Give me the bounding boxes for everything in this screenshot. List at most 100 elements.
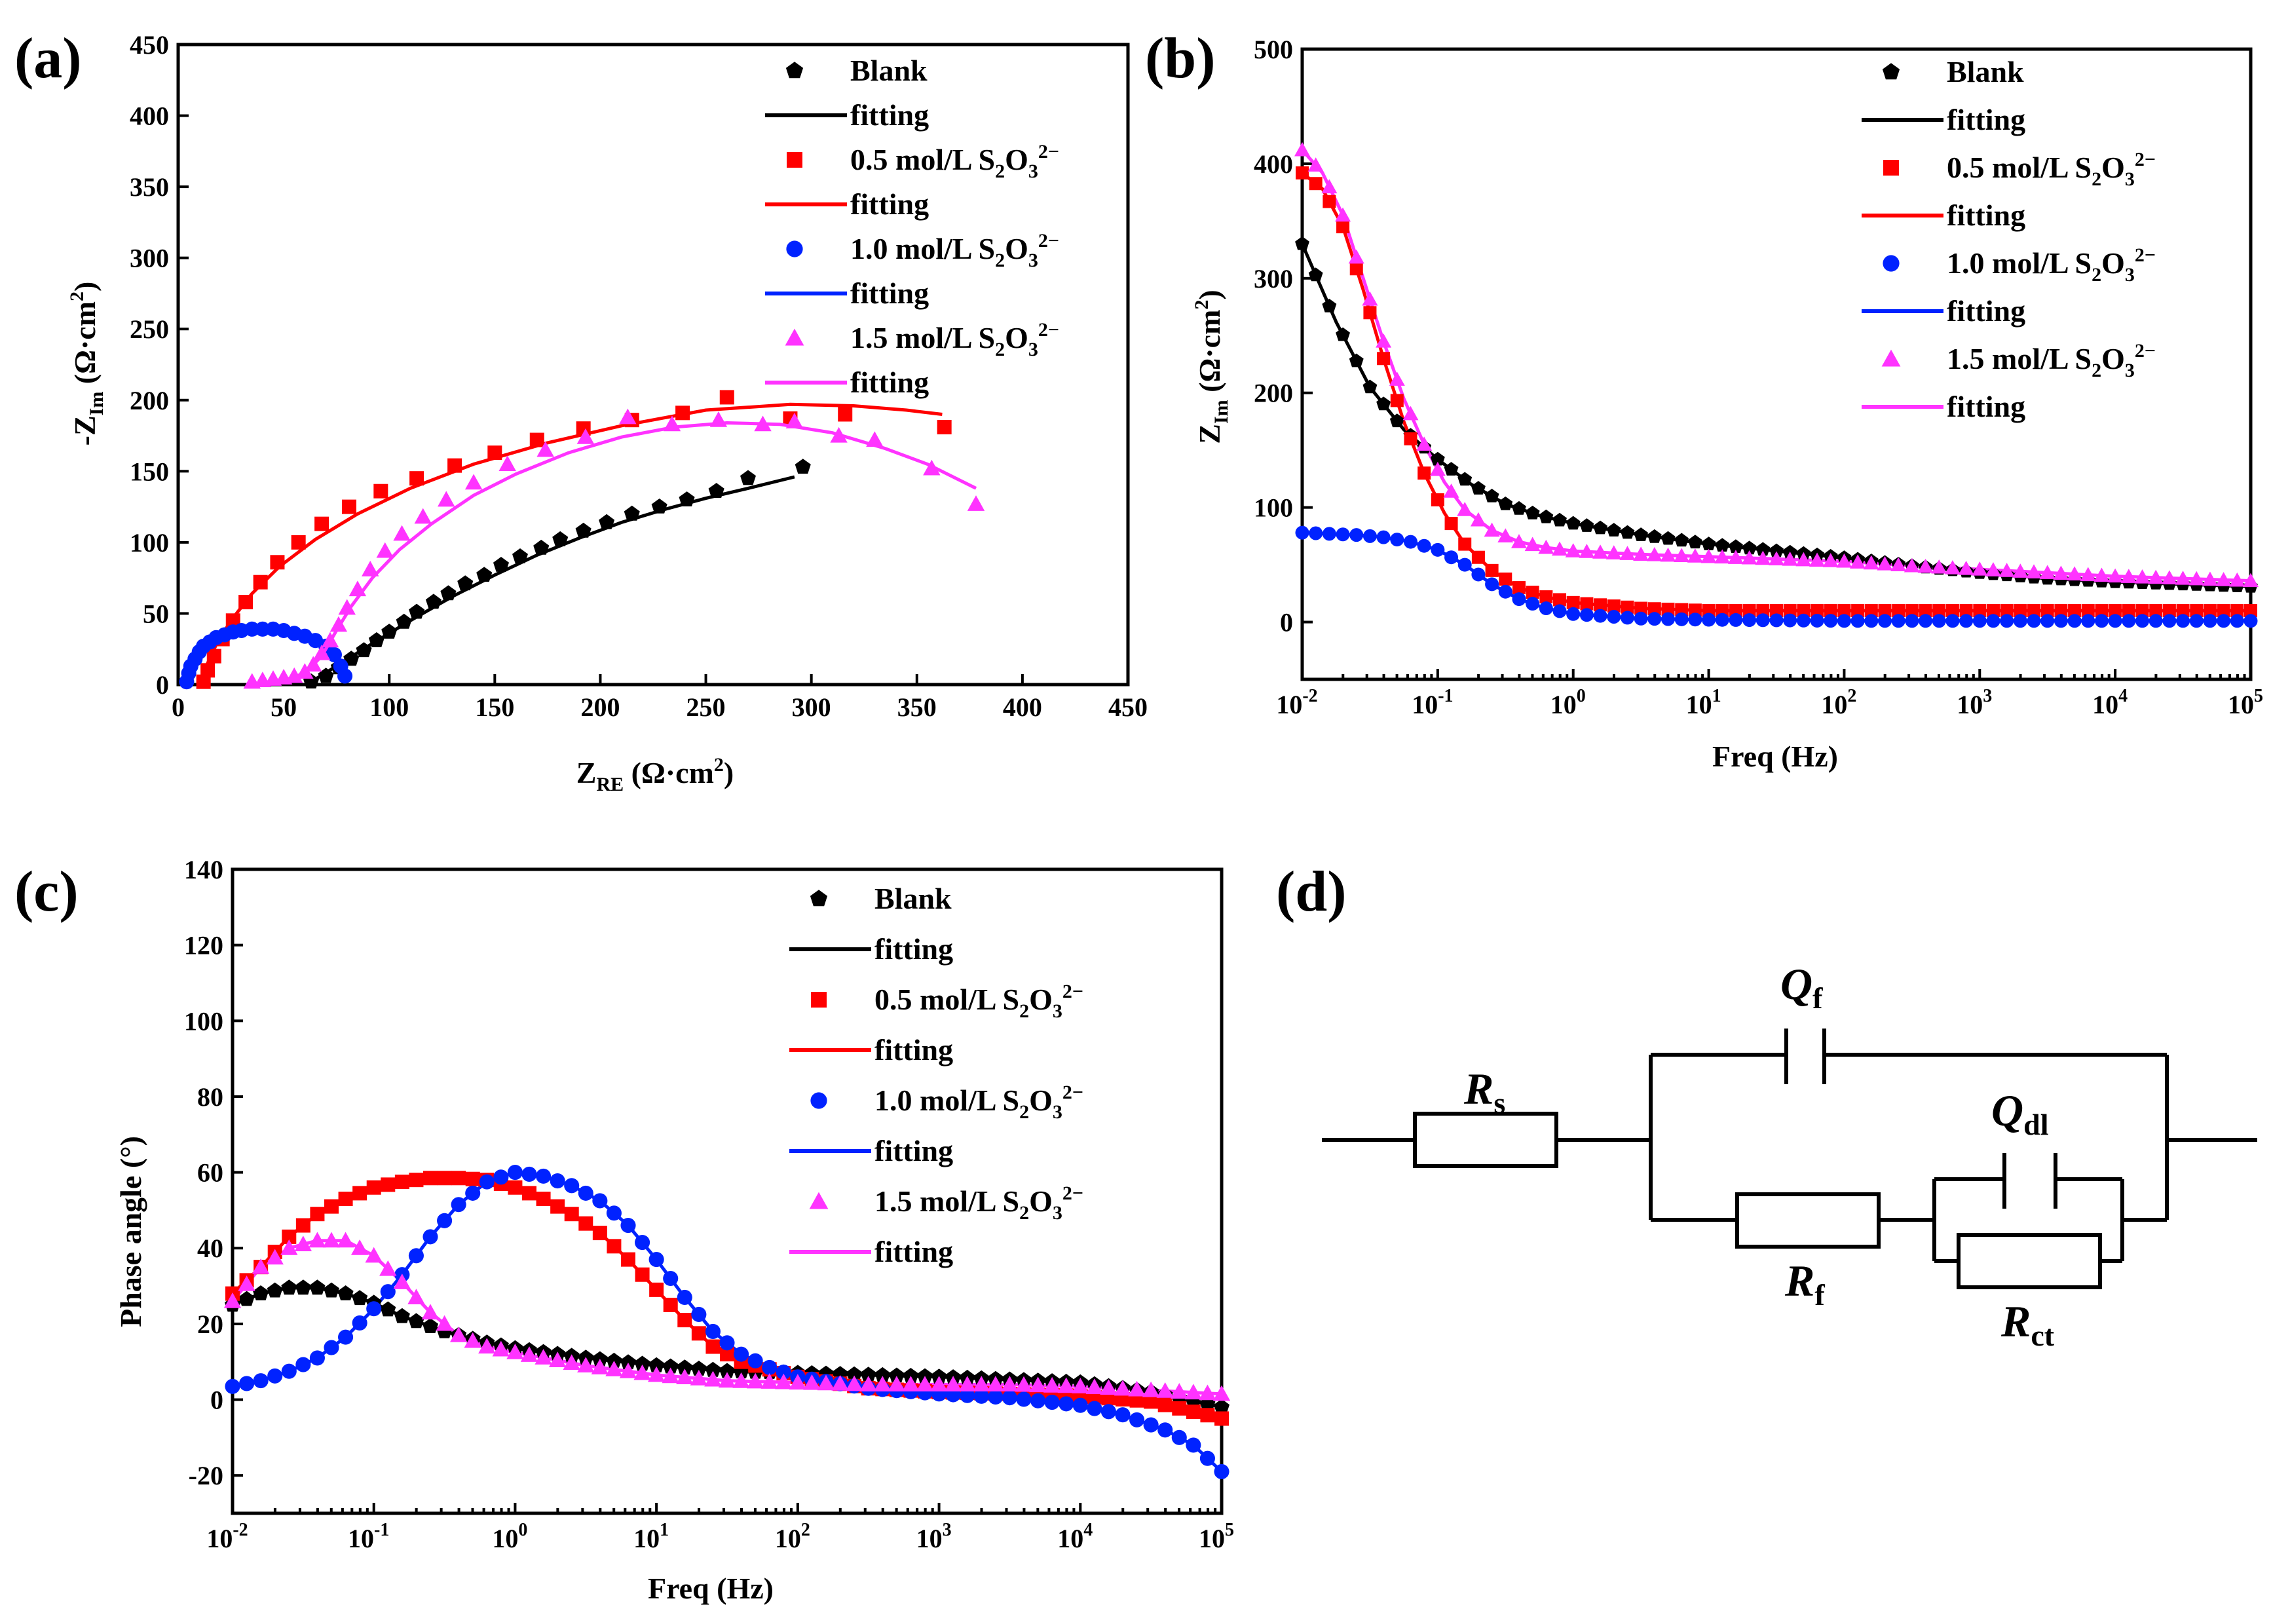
fit-curve [310, 475, 795, 683]
tick-exponent: 4 [1083, 1520, 1093, 1540]
tick-exponent: 0 [518, 1520, 527, 1540]
data-point [1214, 1463, 1229, 1479]
data-point [592, 1226, 607, 1241]
data-point [1186, 1437, 1201, 1453]
data-point [1497, 528, 1514, 542]
tick-exponent: 0 [1577, 686, 1586, 706]
data-point [677, 1359, 693, 1375]
data-point [677, 1289, 692, 1305]
data-point [348, 580, 367, 597]
data-point [1295, 525, 1309, 540]
data-point [407, 1289, 425, 1304]
y-tick-label: 300 [1254, 264, 1293, 293]
data-point [422, 1229, 438, 1245]
legend-label: 0.5 mol/L S2O32− [874, 981, 1083, 1022]
legend-text: O [1029, 1084, 1053, 1117]
data-point [1199, 1384, 1216, 1401]
data-point [635, 1267, 650, 1282]
tick-exponent: -2 [1302, 686, 1317, 706]
data-point [225, 1378, 240, 1394]
data-point [2000, 614, 2014, 628]
legend-label: 1.0 mol/L S2O32− [874, 1082, 1083, 1123]
data-point [578, 1185, 593, 1201]
data-point [1389, 413, 1404, 428]
data-point [1362, 379, 1378, 394]
data-point [1620, 611, 1634, 625]
data-point [536, 1168, 552, 1184]
legend-superscript: 2− [1038, 141, 1059, 162]
data-point [238, 1291, 255, 1306]
data-point [591, 1351, 608, 1367]
data-point [253, 575, 268, 590]
data-point [1837, 604, 1851, 618]
data-point [2217, 614, 2231, 628]
data-point [321, 632, 339, 648]
data-point [1634, 601, 1648, 615]
data-point [338, 1329, 354, 1345]
legend-subscript: 3 [1053, 1202, 1062, 1224]
data-point [1985, 562, 2001, 576]
data-point [206, 649, 221, 664]
data-point [1212, 1385, 1231, 1401]
data-point [967, 495, 985, 511]
data-point [1593, 609, 1607, 623]
y-tick-label: 100 [130, 528, 169, 557]
y-tick-label: 0 [156, 670, 169, 700]
legend-subscript: 3 [2125, 360, 2135, 381]
data-point [762, 1359, 778, 1375]
y-tick-label: 0 [210, 1386, 223, 1415]
data-point [253, 1285, 269, 1300]
legend-superscript: 2− [1038, 319, 1059, 341]
data-point [409, 471, 424, 486]
data-point [1349, 528, 1364, 542]
data-point [620, 1217, 636, 1234]
data-point [365, 1247, 383, 1263]
data-point [464, 474, 483, 490]
data-point [1769, 543, 1784, 557]
y-tick-label: 20 [197, 1310, 223, 1339]
data-point [1782, 544, 1797, 559]
data-point [1972, 561, 1988, 576]
data-point [1142, 1381, 1160, 1397]
data-point [2107, 568, 2124, 583]
data-point [2108, 614, 2122, 628]
y-tick-label: 80 [197, 1082, 223, 1112]
data-point [676, 1369, 694, 1384]
data-point [1851, 604, 1865, 618]
legend-label: 0.5 mol/L S2O32− [850, 141, 1059, 182]
data-point [1605, 545, 1622, 559]
data-point [1620, 525, 1635, 539]
data-point [1335, 207, 1351, 222]
label-qdl: Qdl [1991, 1086, 2048, 1141]
data-point [366, 1301, 382, 1317]
x-tick-label: 100 [492, 1520, 527, 1553]
legend-label: fitting [1947, 198, 2025, 232]
data-point [1116, 1391, 1130, 1407]
data-point [253, 1373, 269, 1389]
data-point [2122, 604, 2135, 618]
data-point [591, 1359, 609, 1374]
data-point [1512, 500, 1526, 515]
data-point [1917, 558, 1934, 573]
tick-base: 10 [206, 1524, 233, 1553]
x-tick-label: 250 [686, 692, 726, 722]
data-point [451, 1171, 466, 1186]
legend-subscript: 3 [1053, 1000, 1062, 1022]
data-point [1634, 611, 1648, 626]
data-point [1688, 613, 1702, 627]
data-point [937, 420, 952, 435]
data-point [709, 411, 728, 427]
data-point [1002, 1390, 1017, 1406]
legend-label: Blank [850, 54, 928, 87]
x-tick-label: 101 [1686, 686, 1721, 719]
data-point [281, 1363, 297, 1379]
data-point [624, 505, 640, 521]
legend-text: 0.5 mol/L S [850, 143, 995, 176]
data-point [720, 1347, 734, 1362]
data-point [244, 621, 260, 637]
data-point [1552, 604, 1567, 618]
data-point [1890, 557, 1907, 572]
data-point [1115, 1407, 1131, 1423]
data-point [1729, 539, 1743, 554]
data-point [1087, 1401, 1102, 1416]
